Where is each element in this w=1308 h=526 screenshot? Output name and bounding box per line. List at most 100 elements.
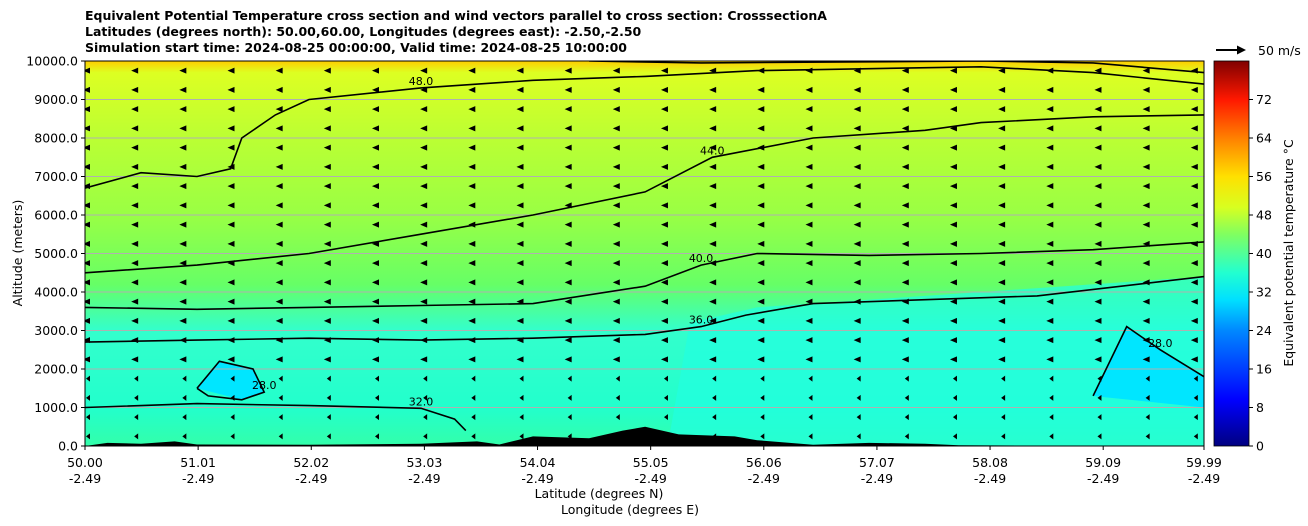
wind-arrow <box>1094 260 1102 267</box>
wind-arrow <box>998 86 1006 93</box>
contour-lines: 32.0 36.0 40.0 44.0 48.0 52.0 28.0 28.0 <box>85 61 1204 432</box>
wind-arrow <box>420 337 428 344</box>
wind-arrow <box>1193 394 1198 401</box>
wind-arrow <box>1190 183 1198 190</box>
wind-arrow <box>952 414 957 421</box>
wind-arrow <box>1142 67 1150 74</box>
wind-arrow <box>179 356 187 363</box>
wind-arrow <box>420 125 428 132</box>
y-tick-label: 1000.0 <box>34 400 78 415</box>
wind-key: 50 m/s <box>1216 43 1301 58</box>
wind-arrow <box>998 202 1006 209</box>
wind-arrow <box>86 433 90 440</box>
wind-arrow <box>1046 240 1054 247</box>
wind-arrow <box>612 240 620 247</box>
wind-arrow <box>1142 86 1150 93</box>
contour-44.0 <box>85 114 1204 274</box>
wind-arrow <box>471 433 476 440</box>
wind-arrow <box>952 394 957 401</box>
wind-arrow <box>612 86 620 93</box>
wind-arrow <box>423 414 428 421</box>
wind-arrow <box>998 163 1006 170</box>
y-axis: 0.0 1000.0 2000.0 3000.0 4000.0 5000.0 6000.0 7… <box>26 54 85 454</box>
contour-label: 44.0 <box>700 144 725 157</box>
wind-arrow <box>278 394 283 401</box>
wind-arrow <box>519 394 524 401</box>
wind-arrow <box>371 144 379 151</box>
contour-label: 32.0 <box>409 395 434 408</box>
wind-arrow <box>131 106 139 113</box>
x-tick-label-lat: 56.06 <box>746 455 782 470</box>
wind-arrow <box>371 279 379 286</box>
wind-arrow <box>805 221 813 228</box>
wind-arrow <box>949 163 957 170</box>
x-tick-label-lat: 52.02 <box>293 455 329 470</box>
wind-arrow <box>709 221 717 228</box>
wind-arrow <box>516 260 524 267</box>
wind-arrow <box>227 183 235 190</box>
wind-arrow <box>227 221 235 228</box>
wind-arrow <box>85 298 90 305</box>
wind-arrow <box>564 337 572 344</box>
wind-arrow <box>709 240 717 247</box>
wind-arrow <box>134 414 139 421</box>
wind-arrow <box>663 375 668 382</box>
wind-arrow <box>179 202 187 209</box>
wind-arrow <box>516 183 524 190</box>
wind-arrow <box>901 279 909 286</box>
wind-arrow <box>1145 433 1150 440</box>
wind-arrow <box>323 221 331 228</box>
wind-arrow <box>326 433 331 440</box>
wind-arrow <box>853 67 861 74</box>
wind-arrow <box>275 106 283 113</box>
wind-arrow <box>856 375 861 382</box>
wind-arrow <box>85 144 90 151</box>
wind-arrow <box>468 317 476 324</box>
colorbar-tick-label: 24 <box>1256 323 1272 338</box>
wind-arrow <box>949 86 957 93</box>
y-tick-label: 0.0 <box>58 439 78 454</box>
wind-arrow <box>805 337 813 344</box>
wind-arrow <box>131 86 139 93</box>
wind-arrow <box>904 414 909 421</box>
wind-arrow <box>853 163 861 170</box>
wind-arrow <box>612 106 620 113</box>
wind-arrow <box>468 221 476 228</box>
wind-arrow <box>85 279 90 286</box>
wind-arrow <box>805 298 813 305</box>
wind-arrow <box>227 260 235 267</box>
wind-arrow <box>85 183 90 190</box>
wind-arrow <box>1046 125 1054 132</box>
colorbar-tick-label: 64 <box>1256 131 1272 146</box>
wind-arrow <box>1097 414 1102 421</box>
colorbar-tick-label: 72 <box>1256 92 1272 107</box>
wind-arrow <box>901 317 909 324</box>
wind-arrow <box>420 356 428 363</box>
x-axis: 50.00-2.4951.01-2.4952.02-2.4953.03-2.49… <box>67 446 1222 486</box>
colorbar-scale <box>1213 60 1250 447</box>
wind-arrow <box>275 125 283 132</box>
wind-arrow <box>326 394 331 401</box>
wind-arrow <box>131 317 139 324</box>
wind-arrow <box>757 260 765 267</box>
wind-arrow <box>1094 183 1102 190</box>
wind-arrow <box>949 183 957 190</box>
wind-arrow <box>1190 106 1198 113</box>
wind-arrow <box>420 144 428 151</box>
wind-arrow <box>709 86 717 93</box>
wind-arrow <box>612 260 620 267</box>
wind-arrow <box>1046 356 1054 363</box>
wind-arrow <box>564 106 572 113</box>
wind-arrow <box>134 394 139 401</box>
wind-arrow <box>371 317 379 324</box>
wind-arrow <box>709 317 717 324</box>
wind-arrow <box>1190 163 1198 170</box>
wind-arrow <box>709 337 717 344</box>
wind-arrow <box>423 394 428 401</box>
wind-arrow <box>516 67 524 74</box>
wind-arrow <box>1142 106 1150 113</box>
wind-arrow <box>1049 375 1054 382</box>
wind-arrow <box>1046 183 1054 190</box>
wind-arrow <box>85 260 90 267</box>
